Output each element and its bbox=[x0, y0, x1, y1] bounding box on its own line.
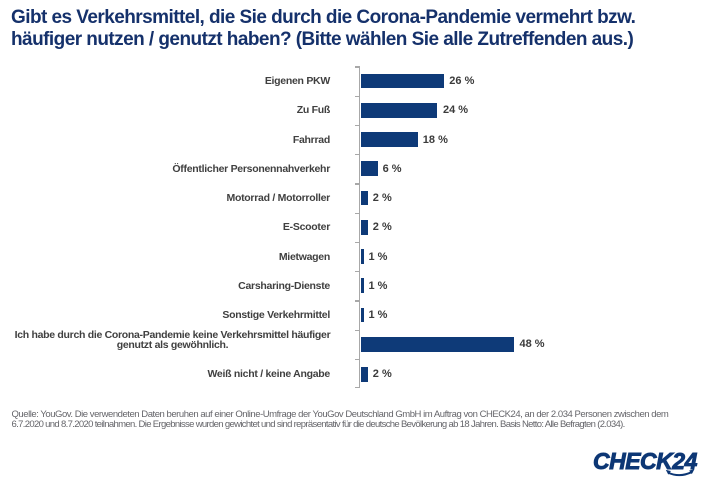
svg-text:CHECK24: CHECK24 bbox=[593, 448, 698, 474]
